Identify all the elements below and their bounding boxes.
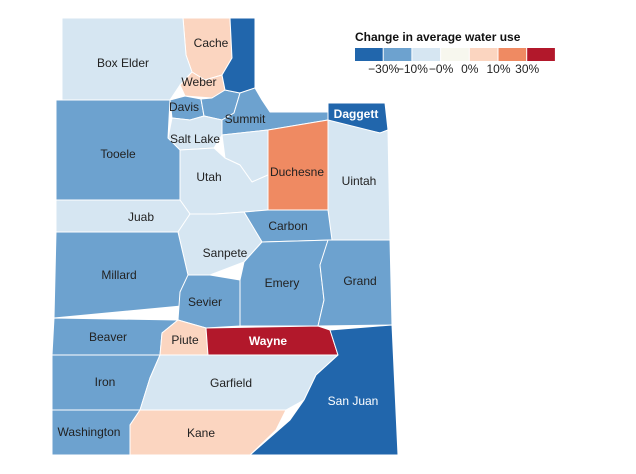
county-juab (55, 199, 191, 233)
county-san-juan (249, 324, 399, 456)
county-label-kane: Kane (187, 426, 215, 440)
county-label-iron: Iron (95, 375, 116, 389)
county-label-box-elder: Box Elder (97, 56, 149, 70)
county-label-san-juan: San Juan (328, 394, 379, 408)
county-label-tooele: Tooele (100, 147, 136, 161)
legend-swatch (498, 48, 527, 61)
county-label-beaver: Beaver (89, 330, 127, 344)
legend-swatch (527, 48, 555, 61)
county-label-millard: Millard (101, 268, 136, 282)
county-label-sevier: Sevier (188, 295, 222, 309)
county-label-salt-lake: Salt Lake (170, 132, 220, 146)
legend: Change in average water use −30%−10% −0% 0… (355, 30, 555, 76)
legend-tick-label: −0% (429, 62, 454, 76)
legend-tick-label: 0% (461, 62, 479, 76)
county-sevier (177, 274, 241, 329)
county-label-piute: Piute (171, 333, 199, 347)
county-label-wayne: Wayne (249, 334, 288, 348)
county-label-summit: Summit (225, 112, 266, 126)
county-label-uintah: Uintah (342, 174, 377, 188)
county-label-weber: Weber (181, 75, 216, 89)
county-label-daggett: Daggett (334, 107, 379, 121)
legend-swatch (412, 48, 441, 61)
county-kane (129, 409, 287, 456)
county-rich (221, 17, 256, 94)
legend-swatch (469, 48, 498, 61)
county-label-davis: Davis (169, 100, 199, 114)
legend-swatch (441, 48, 469, 61)
county-label-washington: Washington (58, 425, 121, 439)
county-label-juab: Juab (128, 210, 154, 224)
county-label-cache: Cache (194, 36, 229, 50)
legend-swatches (355, 48, 555, 61)
county-label-carbon: Carbon (268, 219, 307, 233)
county-label-utah: Utah (196, 170, 221, 184)
county-label-garfield: Garfield (210, 376, 252, 390)
county-labels: Cache Box Elder Weber Davis Summit Daggett Sal… (58, 36, 379, 440)
county-label-emery: Emery (265, 276, 300, 290)
legend-tick-label: −10% (397, 62, 428, 76)
legend-tick-label: −30% (368, 62, 399, 76)
legend-swatch (383, 48, 412, 61)
legend-swatch (355, 48, 383, 61)
legend-tick-label: 10% (486, 62, 510, 76)
legend-tick-label: 30% (515, 62, 539, 76)
legend-ticks: −30%−10% −0% 0% 10% 30% (368, 62, 539, 76)
county-label-duchesne: Duchesne (270, 165, 324, 179)
county-shapes (51, 17, 399, 456)
legend-title: Change in average water use (355, 30, 521, 44)
county-label-grand: Grand (343, 274, 376, 288)
county-label-sanpete: Sanpete (203, 246, 248, 260)
